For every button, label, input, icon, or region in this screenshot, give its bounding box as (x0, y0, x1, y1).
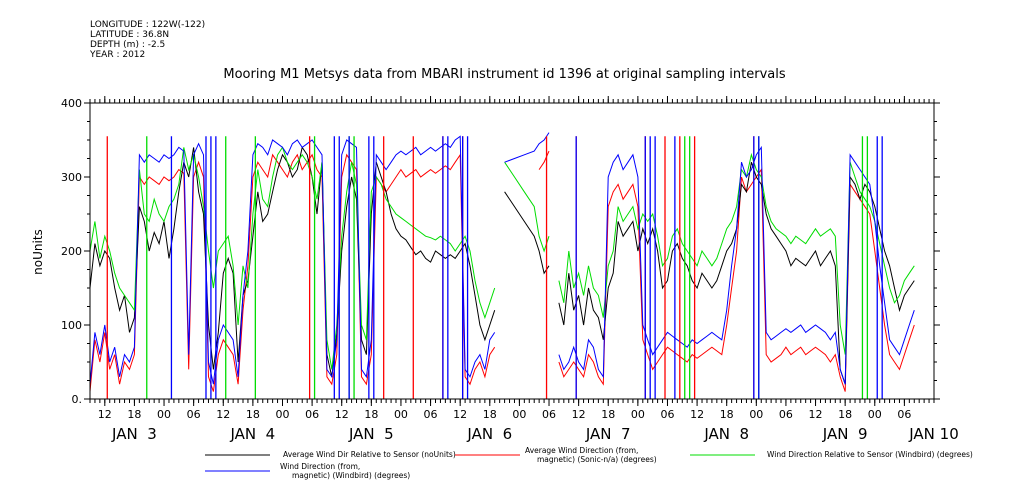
y-tick-label: 200 (61, 245, 82, 258)
x-day-label: JAN 4 (230, 425, 276, 443)
series-line-1-1 (538, 150, 550, 170)
x-tick-label: 00 (157, 408, 171, 421)
series-line-1-0 (89, 153, 496, 392)
depth-text: DEPTH (m) : -2.5 (90, 40, 166, 50)
x-tick-label: 12 (453, 408, 467, 421)
x-tick-label: 00 (512, 408, 526, 421)
x-tick-label: 06 (779, 408, 793, 421)
x-tick-label: 00 (868, 408, 882, 421)
x-day-label: JAN 7 (585, 425, 631, 443)
series-line-3-1 (504, 132, 550, 163)
x-tick-label: 06 (897, 408, 911, 421)
series-line-2-2 (558, 152, 915, 355)
legend-label-3: Wind Direction (from, magnetic) (Windbird… (280, 462, 410, 480)
x-tick-label: 18 (364, 408, 378, 421)
x-tick-label: 18 (838, 408, 852, 421)
series-line-0-1 (504, 191, 550, 275)
x-tick-label: 00 (631, 408, 645, 421)
x-day-label: JAN 3 (111, 425, 157, 443)
x-tick-label: 18 (246, 408, 260, 421)
latitude-text: LATITUDE : 36.8N (90, 30, 170, 40)
year-text: YEAR : 2012 (90, 50, 146, 60)
x-tick-label: 06 (542, 408, 556, 421)
x-tick-label: 06 (660, 408, 674, 421)
chart-title: Mooring M1 Metsys data from MBARI instru… (223, 67, 786, 82)
x-day-label: JAN 5 (348, 425, 394, 443)
x-tick-label: 06 (187, 408, 201, 421)
series-line-3-0 (89, 135, 496, 385)
x-tick-label: 00 (749, 408, 763, 421)
x-tick-label: 18 (127, 408, 141, 421)
x-tick-label: 06 (305, 408, 319, 421)
x-tick-label: 18 (483, 408, 497, 421)
x-tick-label: 06 (424, 408, 438, 421)
series-line-2-0 (89, 146, 496, 370)
x-day-label: JAN 9 (822, 425, 868, 443)
legend-label-2: Wind Direction Relative to Sensor (Windb… (767, 450, 973, 459)
x-tick-label: 12 (690, 408, 704, 421)
x-tick-label: 00 (275, 408, 289, 421)
series-line-3-2 (558, 145, 915, 385)
y-axis-label: noUnits (31, 229, 45, 275)
x-tick-label: 00 (394, 408, 408, 421)
series-layer (89, 132, 915, 399)
x-day-label: JAN 8 (703, 425, 749, 443)
y-tick-label: 100 (61, 319, 82, 332)
legend-label-0: Average Wind Dir Relative to Sensor (noU… (283, 450, 456, 459)
x-tick-label: 12 (98, 408, 112, 421)
x-tick-label: 12 (335, 408, 349, 421)
axes: 0. 100 200 300 400 12 18 00 06 12 18 00 06 12 18 00 06 12… (61, 96, 959, 443)
y-tick-label: 0. (72, 393, 83, 406)
y-tick-label: 400 (61, 97, 82, 110)
x-tick-label: 12 (216, 408, 230, 421)
series-line-1-2 (558, 168, 915, 392)
x-day-label: JAN 6 (466, 425, 512, 443)
metadata-block: LONGITUDE : 122W(-122) LATITUDE : 36.8N … (90, 20, 205, 60)
x-tick-label: 12 (572, 408, 586, 421)
x-tick-label: 18 (720, 408, 734, 421)
series-line-2-1 (504, 161, 550, 253)
x-tick-label: 12 (809, 408, 823, 421)
x-tick-label: 18 (601, 408, 615, 421)
y-tick-label: 300 (61, 171, 82, 184)
legend-label-1: Average Wind Direction (from, magnetic) (… (525, 446, 657, 464)
x-day-label: JAN 10 (908, 425, 959, 443)
legend: Average Wind Dir Relative to Sensor (noU… (205, 446, 973, 480)
series-line-0-0 (89, 146, 496, 377)
longitude-text: LONGITUDE : 122W(-122) (90, 20, 206, 30)
